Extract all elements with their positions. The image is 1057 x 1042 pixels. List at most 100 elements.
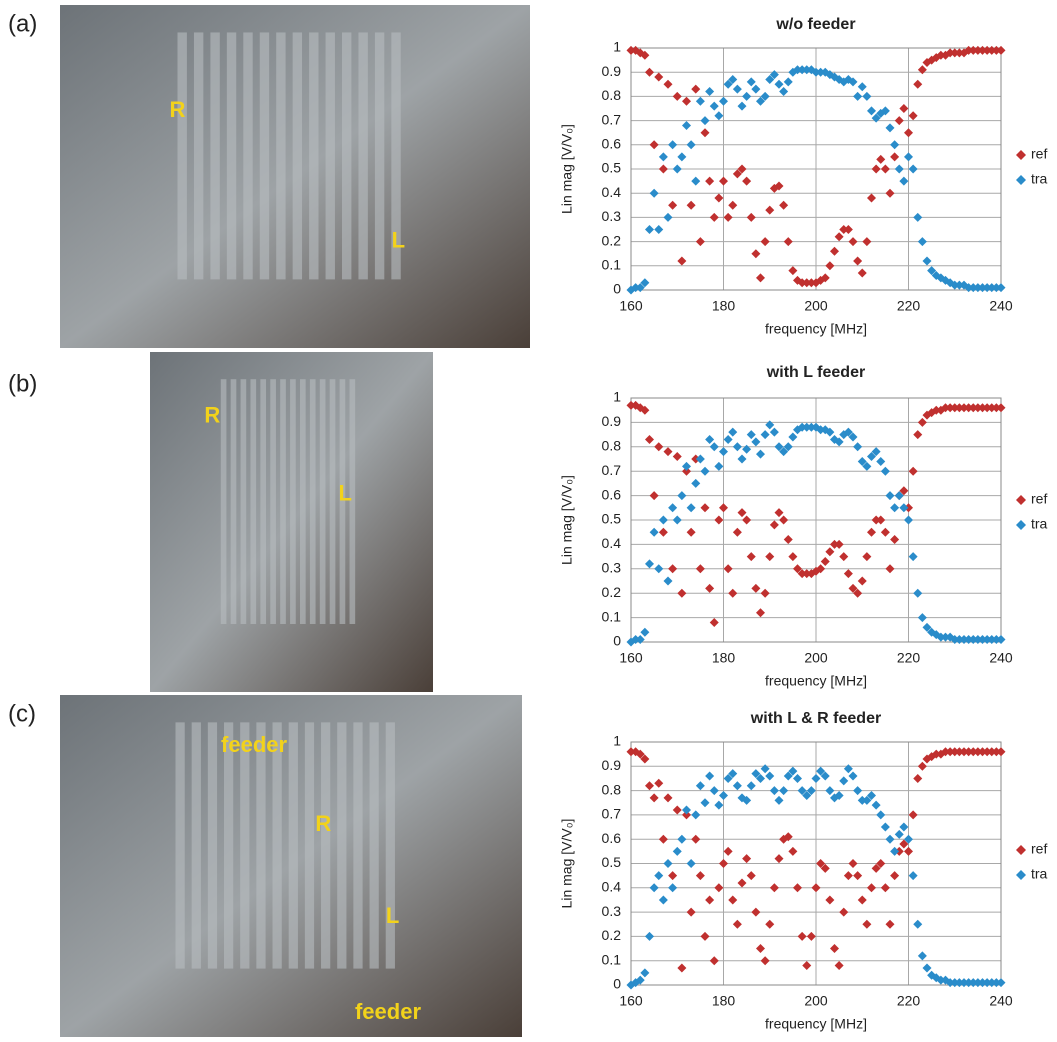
point [705, 583, 715, 593]
point [839, 907, 849, 917]
legend-label: tra [1031, 516, 1048, 532]
point [635, 283, 645, 293]
point [677, 491, 687, 501]
point [682, 120, 691, 130]
photo-detail [358, 32, 368, 280]
point [917, 951, 927, 961]
point [978, 747, 987, 757]
point [709, 617, 719, 627]
point [913, 430, 923, 440]
photo-label: feeder [355, 999, 421, 1024]
point [913, 79, 923, 89]
x-tick-label: 240 [989, 993, 1013, 1009]
y-tick-label: 0.8 [602, 438, 622, 454]
point [668, 503, 678, 513]
point [996, 635, 1006, 645]
point [649, 527, 659, 537]
point [950, 747, 960, 757]
point [899, 822, 909, 832]
point [867, 106, 876, 116]
photo-label: L [392, 227, 405, 252]
point [867, 193, 876, 203]
point [978, 283, 987, 293]
point [756, 773, 765, 783]
point [806, 931, 816, 941]
point [908, 111, 918, 121]
point [793, 883, 802, 893]
point [779, 87, 789, 97]
point [695, 454, 705, 464]
point [765, 74, 775, 84]
photo-detail [270, 379, 276, 624]
point [820, 556, 830, 566]
point [931, 749, 941, 759]
point [635, 635, 645, 645]
point [890, 152, 900, 162]
point [788, 766, 798, 776]
point [760, 430, 770, 440]
y-tick-label: 0.3 [602, 208, 622, 224]
point [862, 91, 872, 101]
legend-marker [1016, 870, 1026, 880]
point [751, 583, 761, 593]
point [672, 846, 682, 856]
photo-detail [339, 379, 346, 624]
point [742, 444, 752, 454]
point [848, 583, 858, 593]
point [968, 283, 978, 293]
point [783, 237, 793, 247]
point [719, 447, 728, 457]
point [904, 846, 913, 856]
point [783, 442, 793, 452]
point [839, 552, 849, 562]
x-tick-label: 200 [804, 993, 828, 1009]
point [714, 800, 724, 810]
point [899, 486, 909, 496]
point [783, 77, 793, 87]
point [751, 769, 761, 779]
point [765, 919, 775, 929]
y-tick-label: 0.1 [602, 608, 622, 624]
photo-detail [290, 379, 296, 624]
point [857, 82, 867, 92]
panel-label: (c) [8, 700, 36, 727]
point [820, 863, 830, 873]
photo-detail [288, 722, 298, 969]
point [857, 895, 867, 905]
photo-label: L [339, 481, 352, 506]
point [695, 237, 705, 247]
y-axis-label: Lin mag [V/V₀] [559, 475, 575, 565]
point [904, 834, 913, 844]
point [871, 863, 881, 873]
series [626, 45, 1006, 288]
point [871, 113, 881, 123]
point [779, 200, 789, 210]
point [890, 871, 900, 881]
point [728, 200, 738, 210]
point [714, 883, 724, 893]
chart-title: w/o feeder [775, 16, 855, 33]
point [945, 48, 955, 58]
point [746, 77, 756, 87]
point [783, 535, 793, 545]
photo-detail [259, 32, 270, 280]
photo-detail [226, 32, 237, 280]
y-tick-label: 0.6 [602, 486, 622, 502]
photo-detail [369, 722, 379, 969]
point [848, 771, 858, 781]
point [797, 569, 807, 579]
point [793, 65, 802, 75]
point [857, 795, 867, 805]
series [626, 420, 1006, 647]
point [691, 84, 701, 94]
point [682, 805, 691, 815]
point [774, 79, 784, 89]
point [746, 430, 756, 440]
point [927, 266, 937, 276]
point [649, 793, 659, 803]
point [862, 237, 872, 247]
point [857, 576, 867, 586]
point [954, 747, 964, 757]
photo-detail [240, 722, 250, 969]
point [894, 164, 904, 174]
